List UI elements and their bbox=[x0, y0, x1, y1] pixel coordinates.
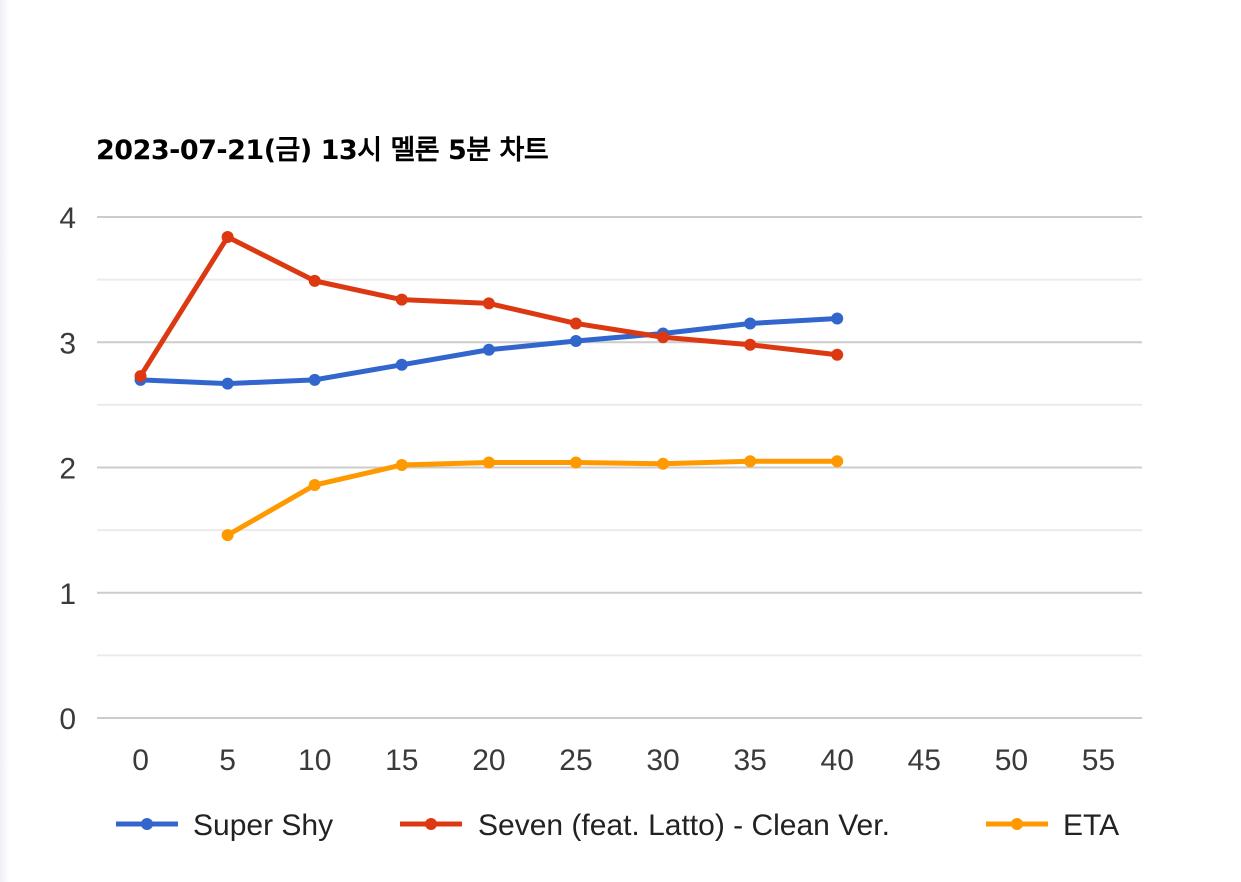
x-tick-label: 30 bbox=[646, 744, 679, 777]
x-tick-label: 55 bbox=[1082, 744, 1115, 777]
data-point bbox=[744, 317, 757, 330]
data-point bbox=[831, 348, 844, 361]
data-point bbox=[395, 458, 408, 471]
window-edge bbox=[0, 0, 10, 882]
data-point bbox=[744, 338, 757, 351]
legend-label: ETA bbox=[1063, 809, 1119, 842]
data-point bbox=[482, 343, 495, 356]
legend-label: Seven (feat. Latto) - Clean Ver. bbox=[478, 809, 890, 842]
chart-title: 2023-07-21(금) 13시 멜론 5분 차트 bbox=[96, 135, 549, 166]
x-tick-label: 35 bbox=[733, 744, 766, 777]
data-point bbox=[134, 370, 147, 383]
x-tick-label: 25 bbox=[559, 744, 592, 777]
x-tick-label: 0 bbox=[132, 744, 149, 777]
data-point bbox=[569, 334, 582, 347]
data-point bbox=[831, 312, 844, 325]
data-point bbox=[395, 358, 408, 371]
x-tick-label: 10 bbox=[298, 744, 331, 777]
data-point bbox=[569, 317, 582, 330]
x-tick-label: 45 bbox=[908, 744, 941, 777]
data-point bbox=[744, 455, 757, 468]
data-point bbox=[482, 297, 495, 310]
legend-label: Super Shy bbox=[193, 809, 333, 842]
series-layer bbox=[134, 231, 844, 542]
x-tick-label: 5 bbox=[219, 744, 236, 777]
y-tick-label: 2 bbox=[59, 453, 76, 486]
data-point bbox=[308, 479, 321, 492]
data-point bbox=[569, 456, 582, 469]
data-point bbox=[221, 529, 234, 542]
legend-swatch-point bbox=[1011, 818, 1023, 830]
data-point bbox=[308, 373, 321, 386]
x-tick-label: 15 bbox=[385, 744, 418, 777]
data-point bbox=[482, 456, 495, 469]
data-point bbox=[831, 455, 844, 468]
x-tick-label: 20 bbox=[472, 744, 505, 777]
grid-layer bbox=[97, 216, 1142, 719]
data-point bbox=[221, 231, 234, 244]
data-point bbox=[308, 274, 321, 287]
y-tick-label: 0 bbox=[59, 703, 76, 736]
data-point bbox=[221, 377, 234, 390]
data-point bbox=[395, 293, 408, 306]
x-tick-label: 40 bbox=[821, 744, 854, 777]
data-point bbox=[657, 331, 670, 344]
legend-swatch-point bbox=[425, 818, 437, 830]
x-tick-label: 50 bbox=[995, 744, 1028, 777]
series-line-2 bbox=[225, 458, 840, 538]
y-tick-label: 1 bbox=[59, 578, 76, 611]
legend-swatch-point bbox=[141, 818, 153, 830]
y-tick-label: 4 bbox=[59, 202, 76, 235]
legend: Super Shy Seven (feat. Latto) - Clean Ver… bbox=[116, 809, 1119, 842]
data-point bbox=[657, 457, 670, 470]
y-tick-label: 3 bbox=[59, 327, 76, 360]
